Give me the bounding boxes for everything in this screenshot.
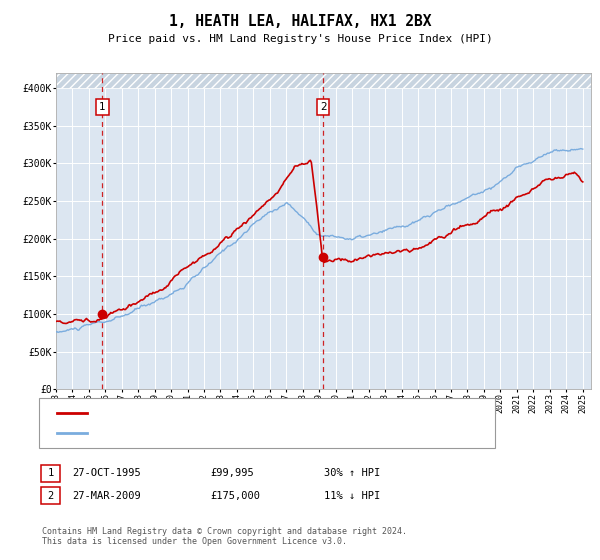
Text: 2: 2 [320,102,326,111]
Text: £175,000: £175,000 [210,491,260,501]
Bar [56,73,591,88]
Text: 27-MAR-2009: 27-MAR-2009 [72,491,141,501]
Text: 27-OCT-1995: 27-OCT-1995 [72,468,141,478]
Text: 1: 1 [47,468,53,478]
Text: 1, HEATH LEA, HALIFAX, HX1 2BX: 1, HEATH LEA, HALIFAX, HX1 2BX [169,14,431,29]
Text: 2: 2 [47,491,53,501]
Text: Contains HM Land Registry data © Crown copyright and database right 2024.
This d: Contains HM Land Registry data © Crown c… [42,526,407,546]
Text: 1: 1 [99,102,106,111]
Text: HPI: Average price, detached house, Calderdale: HPI: Average price, detached house, Cald… [93,428,363,438]
Text: Price paid vs. HM Land Registry's House Price Index (HPI): Price paid vs. HM Land Registry's House … [107,34,493,44]
Text: 1, HEATH LEA, HALIFAX, HX1 2BX (detached house): 1, HEATH LEA, HALIFAX, HX1 2BX (detached… [93,408,369,418]
Text: £99,995: £99,995 [210,468,254,478]
Text: 30% ↑ HPI: 30% ↑ HPI [324,468,380,478]
Text: 11% ↓ HPI: 11% ↓ HPI [324,491,380,501]
